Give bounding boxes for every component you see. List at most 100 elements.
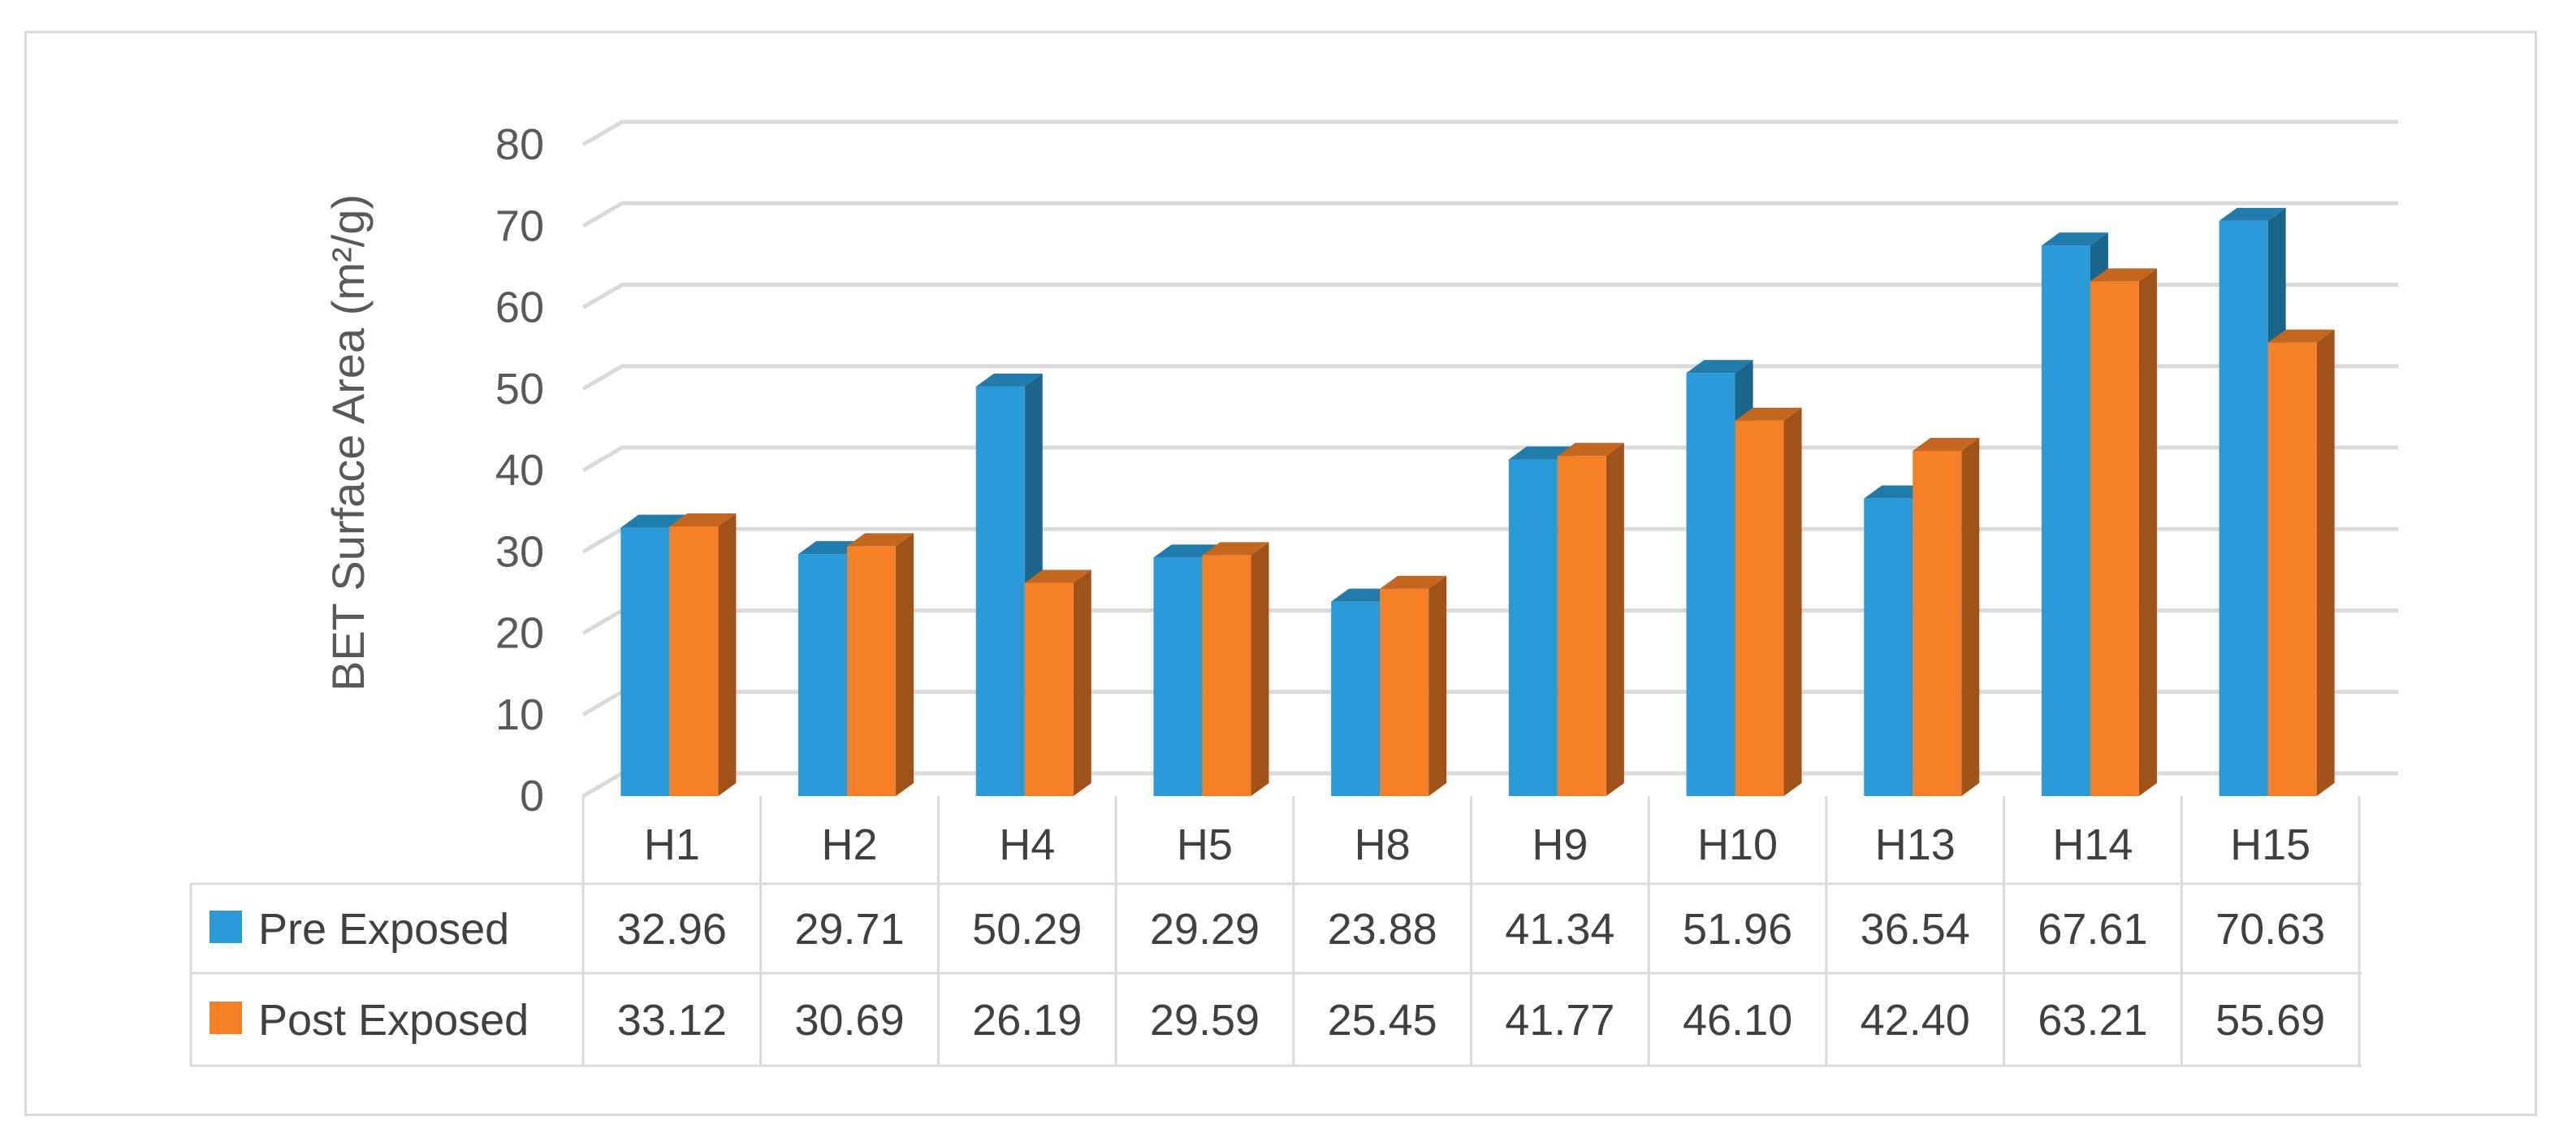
gridline <box>581 119 2398 147</box>
legend-label: Post Exposed <box>258 996 529 1045</box>
data-cell: 33.12 <box>617 996 727 1045</box>
data-cell: 29.59 <box>1150 996 1260 1045</box>
data-cell: 23.88 <box>1328 905 1437 954</box>
bar <box>669 513 737 796</box>
bar <box>1557 443 1624 796</box>
bar-front <box>1380 588 1429 796</box>
bar <box>2090 268 2157 796</box>
data-cell: 50.29 <box>972 905 1082 954</box>
bar-front <box>2219 220 2268 796</box>
bar-side <box>1251 542 1269 796</box>
y-tick-label: 30 <box>495 527 544 576</box>
bar-front <box>1331 601 1381 796</box>
bar-front <box>2267 342 2317 796</box>
bar-top <box>2219 207 2286 221</box>
bars <box>620 207 2335 797</box>
data-cell: 42.40 <box>1861 996 1970 1045</box>
bar-top <box>2090 268 2157 282</box>
bar <box>1380 575 1447 796</box>
legend-swatch <box>210 1002 242 1034</box>
data-cell: 46.10 <box>1683 996 1792 1045</box>
legend-swatch <box>210 911 242 943</box>
bar-front <box>1557 456 1606 796</box>
bar <box>2267 329 2335 796</box>
bar <box>1024 569 1091 796</box>
bar <box>847 533 914 796</box>
bar-front <box>975 386 1025 796</box>
data-cell: 32.96 <box>617 905 727 954</box>
bar-top <box>1024 569 1091 583</box>
bar-top <box>975 373 1043 387</box>
data-cell: 51.96 <box>1683 905 1792 954</box>
bar-top <box>669 513 737 526</box>
category-label: H13 <box>1875 820 1956 869</box>
y-tick-label: 80 <box>495 120 544 169</box>
data-cell: 41.77 <box>1505 996 1614 1045</box>
bar-top <box>2267 329 2335 343</box>
bar-front <box>1024 582 1074 796</box>
category-label: H15 <box>2230 820 2310 869</box>
bar-top <box>1913 437 1980 451</box>
bar-top <box>1202 542 1269 556</box>
data-cell: 26.19 <box>972 996 1082 1045</box>
bar-top <box>1686 360 1753 374</box>
bar-side <box>2138 268 2157 796</box>
bar <box>1913 437 1980 796</box>
data-cell: 63.21 <box>2038 996 2147 1045</box>
gridline <box>581 364 2398 391</box>
data-cell: 41.34 <box>1505 905 1614 954</box>
category-label: H10 <box>1697 820 1778 869</box>
bar-front <box>847 546 897 796</box>
category-label: H5 <box>1177 820 1233 869</box>
bar-front <box>1913 450 1962 796</box>
category-label: H2 <box>822 820 878 869</box>
data-cell: 29.71 <box>794 905 904 954</box>
bar-top <box>2041 232 2108 246</box>
category-label: H4 <box>999 820 1055 869</box>
y-tick-label: 40 <box>495 446 544 495</box>
legend-label: Pre Exposed <box>258 905 509 954</box>
bar-front <box>1202 555 1251 796</box>
gridline <box>581 283 2398 309</box>
bar-front <box>669 526 719 796</box>
bar-side <box>2316 329 2335 796</box>
gridline <box>581 201 2398 228</box>
category-label: H14 <box>2052 820 2133 869</box>
gridlines <box>581 119 2398 799</box>
bar-side <box>896 533 914 796</box>
bar-front <box>1686 373 1735 796</box>
bar-front <box>1735 420 1784 796</box>
gridline <box>581 445 2398 473</box>
bar-front <box>798 554 848 796</box>
bar-side <box>1783 407 1802 796</box>
bar <box>1735 407 1802 796</box>
bar-side <box>1428 575 1447 796</box>
y-tick-label: 20 <box>495 609 544 658</box>
bar <box>1202 542 1269 796</box>
data-cell: 67.61 <box>2038 905 2147 954</box>
data-cell: 36.54 <box>1861 905 1970 954</box>
bar-top <box>1735 407 1802 421</box>
y-tick-label: 50 <box>495 365 544 413</box>
category-label: H1 <box>644 820 700 869</box>
bar-top <box>847 533 914 547</box>
data-cell: 30.69 <box>794 996 904 1045</box>
bar-side <box>1961 437 1980 796</box>
data-cell: 70.63 <box>2215 905 2325 954</box>
bar-front <box>620 527 670 796</box>
y-axis-tick-labels: 0 10 20 30 40 50 60 70 80 <box>495 120 544 820</box>
y-tick-label: 70 <box>495 201 544 250</box>
bar-front <box>2041 245 2090 797</box>
bar-side <box>1073 569 1091 796</box>
bar-front <box>1153 557 1203 796</box>
category-label: H8 <box>1355 820 1411 869</box>
bar-side <box>718 513 737 796</box>
y-tick-label: 0 <box>520 772 544 820</box>
bar-top <box>1557 443 1624 457</box>
data-table: H1 H2 H4 H5 H8 H9 H10 H13 H14 H15 Pre Exposed 32.96… <box>189 796 2362 1067</box>
bar-top <box>620 514 688 528</box>
category-label: H9 <box>1532 820 1588 869</box>
y-tick-label: 10 <box>495 690 544 739</box>
data-cell: 55.69 <box>2215 996 2325 1045</box>
